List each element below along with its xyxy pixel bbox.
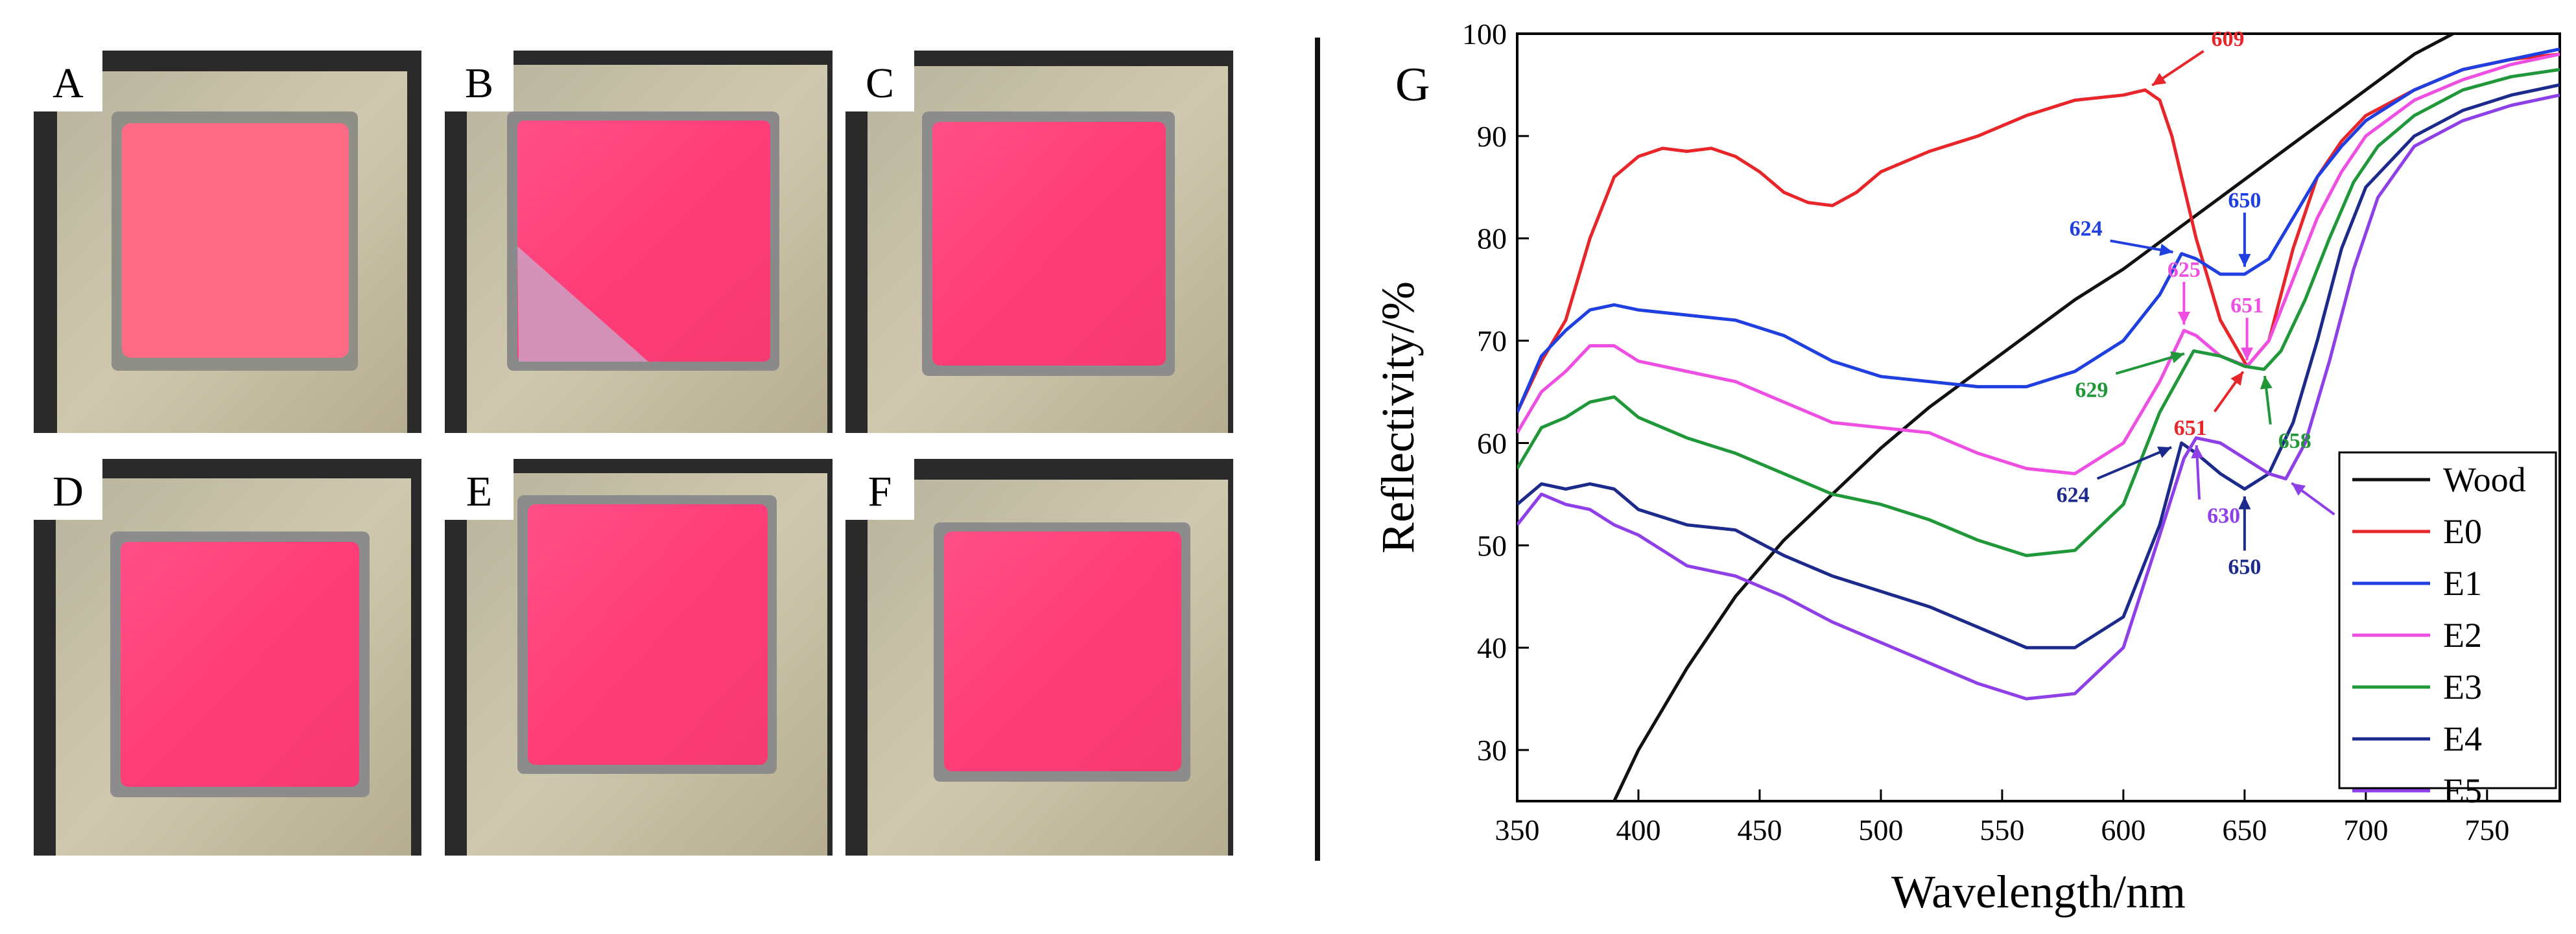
fluorescent-film [517,121,770,362]
annotation-arrowhead [2191,445,2204,459]
annotation-label: 651 [2230,294,2263,318]
annotation-label: 609 [2212,27,2245,51]
annotation-label: 650 [2228,555,2261,579]
y-tick-label: 100 [1462,18,1507,51]
panel-label-b: B [465,60,493,107]
annotation-label: 658 [2278,429,2311,453]
legend-box [2338,451,2557,789]
x-tick-label: 450 [1737,813,1782,846]
y-tick-label: 60 [1477,426,1507,460]
legend-label-e5: E5 [2443,771,2482,810]
y-tick-label: 90 [1477,120,1507,153]
photo-panel-d: D [34,459,421,856]
panel-label-a: A [53,60,84,107]
axis-ticks: 350 400 450 500 550 600 650 700 750 30 40 50 60 70 80 9… [1462,18,2509,846]
photo-panel-f: F [845,459,1233,856]
panel-divider [1315,38,1320,861]
x-tick-label: 400 [1616,813,1660,846]
fluorescent-film [944,531,1181,771]
x-tick-label: 750 [2464,813,2509,846]
annotation-arrowhead [2157,446,2172,458]
panel-label-d: D [53,468,84,515]
y-tick-label: 30 [1477,734,1507,767]
y-tick-label: 40 [1477,631,1507,664]
fluorescent-film [122,123,349,358]
photo-panel-a: A [34,51,421,433]
legend-label-wood: Wood [2443,460,2526,499]
annotation-label: 629 [2075,378,2108,402]
annotation-label: 624 [2057,483,2090,507]
y-axis-label: Reflectivity/% [1372,281,1424,554]
series-layer [1517,34,2560,801]
annotation-label: 630 [2207,504,2240,528]
legend-label-e3: E3 [2443,668,2482,706]
series-line-e2 [1517,53,2560,476]
x-axis-label: Wavelength/nm [1891,866,2186,918]
panel-label-g: G [1395,58,1430,111]
annotation-arrowhead [2159,244,2173,256]
series-line-e5 [1517,93,2560,701]
x-tick-label: 350 [1495,813,1540,846]
x-tick-label: 550 [1979,813,2024,846]
photo-panel-c: C [845,51,1233,433]
photo-panel-b: B [445,51,833,433]
x-tick-label: 500 [1858,813,1903,846]
legend-label-e2: E2 [2443,616,2482,655]
annotation-arrowhead [2241,347,2254,361]
x-tick-label: 700 [2343,813,2388,846]
annotation-arrowhead [2177,312,2190,325]
x-tick-label: 600 [2101,813,2145,846]
fluorescent-film [528,504,768,765]
annotation-label: 625 [2168,258,2201,282]
x-tick-label: 650 [2222,813,2267,846]
series-line-e4 [1517,83,2560,649]
legend-label-e4: E4 [2443,719,2482,758]
annotation-arrowhead [2170,351,2184,364]
legend: Wood E0 E1 E2 E3 E4 E5 [2338,451,2557,810]
legend-label-e1: E1 [2443,564,2482,603]
legend-label-e0: E0 [2443,512,2482,551]
series-line-wood [1613,34,2457,801]
annotation-arrowhead [2238,253,2251,267]
fluorescent-film [121,542,359,787]
series-line-e3 [1517,67,2560,557]
photo-panels: A B C D [34,51,1233,856]
annotation-arrowhead [2238,496,2251,509]
panel-label-f: F [868,468,892,515]
annotation-label: 624 [2070,216,2103,240]
annotation-arrowhead [2291,483,2306,496]
annotation-label: 651 [2174,416,2207,440]
fluorescent-film [932,122,1166,366]
photo-panel-e: E [445,459,833,856]
y-tick-label: 80 [1477,222,1507,255]
panel-label-c: C [866,60,894,107]
reflectivity-chart: G 350 400 450 500 550 600 650 700 750 30 40 50 60 70 8… [1372,18,2561,918]
y-tick-label: 50 [1477,529,1507,562]
annotation-arrowhead [2152,73,2167,86]
annotation-arrowhead [2230,371,2243,386]
annotation-arrow [2096,446,2172,480]
y-tick-label: 70 [1477,325,1507,358]
annotation-arrowhead [2260,376,2273,390]
panel-label-e: E [466,468,492,515]
annotation-label: 650 [2228,189,2261,213]
series-line-e1 [1517,47,2560,414]
